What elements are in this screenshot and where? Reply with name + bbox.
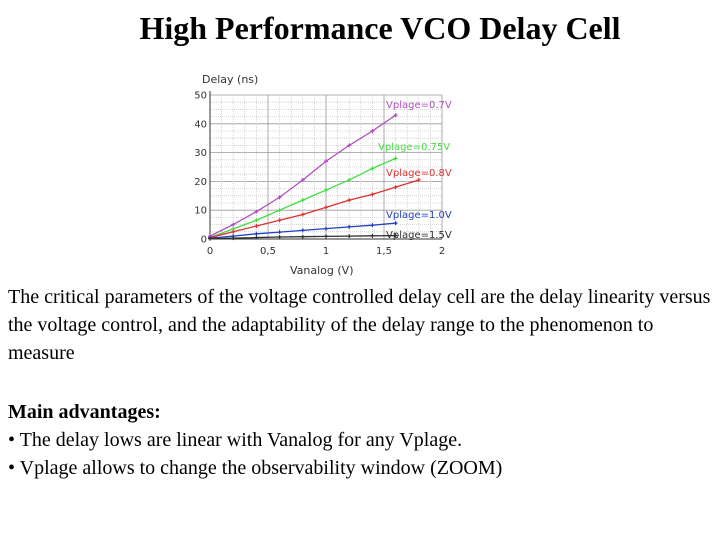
data-point <box>277 208 282 213</box>
data-point <box>277 234 282 239</box>
x-tick-label: 1,5 <box>376 246 392 257</box>
y-tick-label: 50 <box>194 91 207 102</box>
y-tick-label: 30 <box>194 148 207 159</box>
chart-series <box>208 113 421 241</box>
data-point <box>324 159 328 164</box>
data-point <box>231 229 236 234</box>
series-2 <box>208 156 398 240</box>
data-point <box>300 177 305 182</box>
y-tick-label: 40 <box>194 119 207 130</box>
data-point <box>324 234 328 239</box>
data-point <box>324 188 328 193</box>
series-label: Vplage=1.5V <box>386 230 452 241</box>
data-point <box>347 143 352 148</box>
y-axis-title: Delay (ns) <box>202 73 258 86</box>
data-point <box>416 177 421 182</box>
series-label: Vplage=1.0V <box>386 210 452 221</box>
data-point <box>231 236 236 241</box>
y-tick-label: 20 <box>194 177 207 188</box>
y-tick-label: 10 <box>194 206 207 217</box>
data-point <box>254 224 259 229</box>
advantages-title: Main advantages: <box>8 401 161 423</box>
data-point <box>324 205 328 210</box>
data-point <box>300 212 305 217</box>
chart-axes <box>209 91 442 240</box>
series-label: Vplage=0.8V <box>386 168 452 179</box>
advantages-section: Main advantages: • The delay lows are li… <box>8 398 714 482</box>
data-point <box>347 224 352 229</box>
chart-grid <box>209 94 443 240</box>
description-paragraph: The critical parameters of the voltage c… <box>8 286 711 364</box>
advantage-item-1: • The delay lows are linear with Vanalog… <box>8 429 463 451</box>
delay-vs-vanalog-chart: 0 10 20 30 40 50 0 0,5 1 1,5 2 Delay (ns) Vanalog (V… <box>190 62 460 277</box>
x-tick-label: 1 <box>323 246 329 257</box>
series-line <box>209 179 419 239</box>
x-axis-title: Vanalog (V) <box>290 264 354 277</box>
data-point <box>347 234 352 239</box>
series-3 <box>208 177 421 240</box>
series-5 <box>208 233 398 241</box>
data-point <box>370 166 375 171</box>
x-tick-label: 0 <box>207 246 213 257</box>
data-point <box>393 113 398 118</box>
data-point <box>254 209 259 214</box>
y-tick-label: 0 <box>201 235 207 246</box>
data-point <box>300 234 305 239</box>
data-point <box>347 198 352 203</box>
data-point <box>254 235 259 240</box>
data-point <box>277 230 282 235</box>
chart-labels: 0 10 20 30 40 50 0 0,5 1 1,5 2 Delay (ns) Vanalog (V… <box>194 73 452 277</box>
x-tick-label: 0,5 <box>260 246 276 257</box>
data-point <box>324 226 328 231</box>
series-label: Vplage=0.75V <box>378 142 450 153</box>
data-point <box>231 222 236 227</box>
data-point <box>393 156 398 161</box>
series-label: Vplage=0.7V <box>386 100 452 111</box>
data-point <box>277 195 282 200</box>
data-point <box>300 228 305 233</box>
data-point <box>370 223 375 228</box>
data-point <box>370 233 375 238</box>
slide-title: High Performance VCO Delay Cell <box>139 10 621 46</box>
data-point <box>300 198 305 203</box>
data-point <box>208 236 212 241</box>
data-point <box>254 218 259 223</box>
data-point <box>393 185 398 190</box>
data-point <box>393 221 398 226</box>
advantage-item-2: • Vplage allows to change the observabil… <box>8 457 503 479</box>
data-point <box>347 177 352 182</box>
data-point <box>254 231 259 236</box>
chart-background <box>190 62 460 277</box>
data-point <box>370 192 375 197</box>
data-point <box>370 129 375 133</box>
x-tick-label: 2 <box>439 246 445 257</box>
data-point <box>393 233 398 238</box>
data-point <box>277 218 282 223</box>
